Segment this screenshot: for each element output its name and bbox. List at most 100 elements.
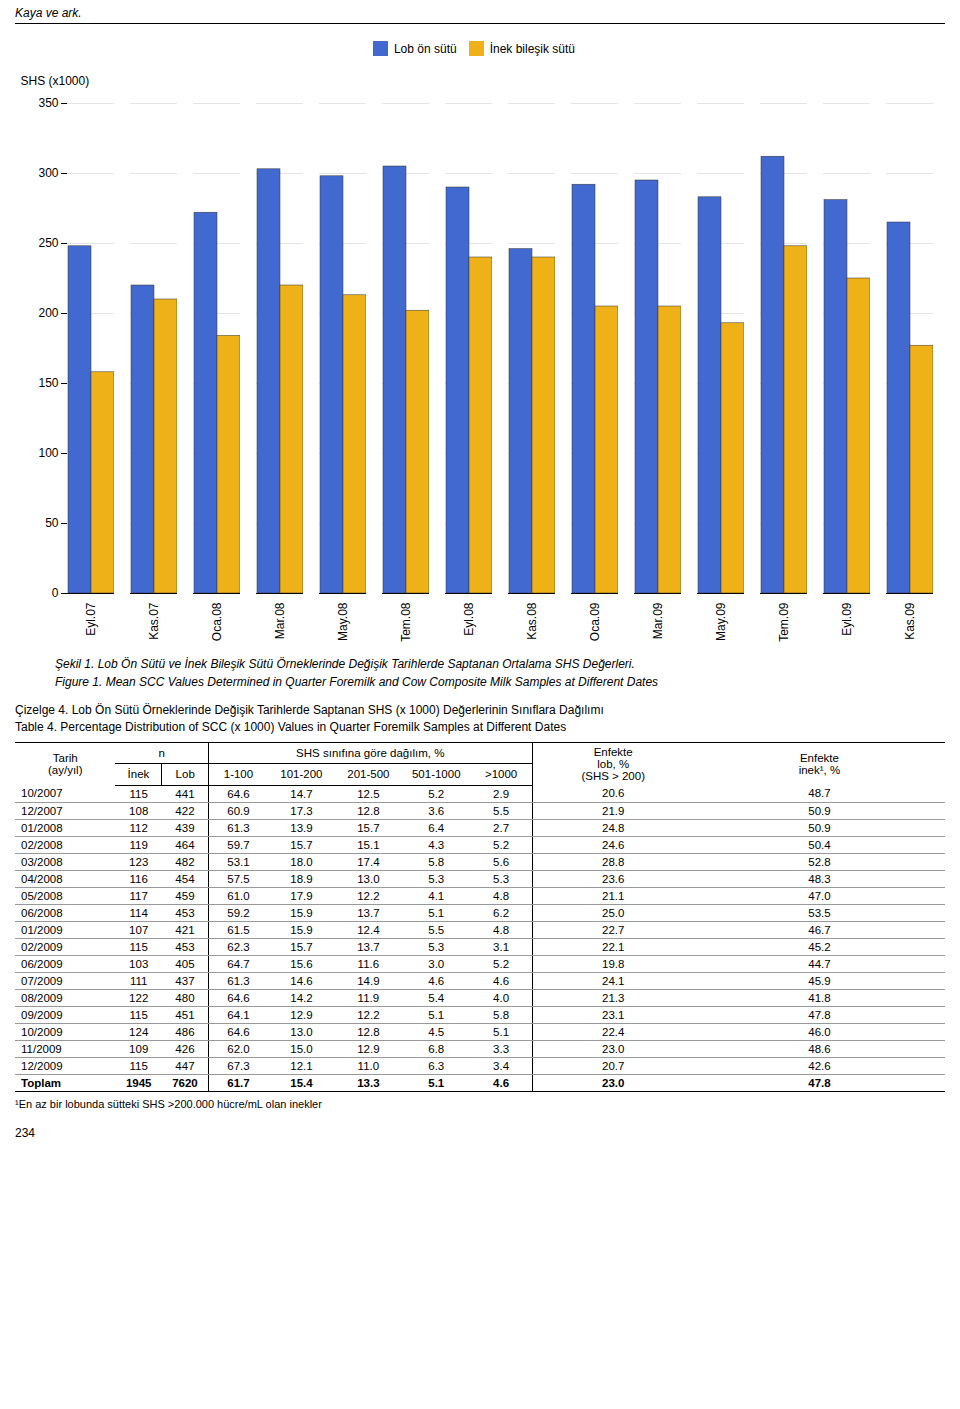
html-text:60.9: 60.9 [227,804,250,817]
html-text:12/2007: 12/2007 [21,804,63,817]
svg-text:SHS (x1000): SHS (x1000) [21,74,90,88]
svg-text:Tem.09: Tem.09 [777,602,791,642]
svg-text:Kas.09: Kas.09 [903,602,917,640]
html-text:50.4: 50.4 [808,838,831,851]
html-text:116: 116 [129,872,148,885]
html-text:24.8: 24.8 [602,821,625,834]
svg-text:Eyl.08: Eyl.08 [462,602,476,636]
html-text:5.5: 5.5 [493,804,510,817]
html-text:101-200: 101-200 [280,768,323,781]
html-text:53.1: 53.1 [227,855,250,868]
html-text:5.3: 5.3 [428,872,445,885]
html-text:15.7: 15.7 [357,821,380,834]
svg-text:May.09: May.09 [714,602,728,641]
html-text:464: 464 [175,838,195,851]
svg-text:May.08: May.08 [336,602,350,641]
svg-text:300: 300 [38,166,58,180]
html-text:5.3: 5.3 [493,872,510,885]
html-text:02/2008: 02/2008 [21,838,63,851]
html-text:115: 115 [129,787,148,800]
html-text:15.7: 15.7 [290,838,313,851]
html-text:Table 4. Percentage Distributi: Table 4. Percentage Distribution of SCC … [15,720,567,734]
html-text:İnek bileşik sütü: İnek bileşik sütü [489,41,575,56]
html-text:24.6: 24.6 [602,838,625,851]
html-text:482: 482 [175,855,195,868]
html-text:İnek: İnek [127,768,150,781]
html-text:123: 123 [129,855,149,868]
html-text:13.0: 13.0 [357,872,380,885]
svg-text:Kas.07: Kas.07 [147,602,161,640]
html-text:18.0: 18.0 [290,855,313,868]
html-text:50.9: 50.9 [808,804,831,817]
html-text:12.5: 12.5 [357,787,380,800]
html-text:10/2007: 10/2007 [21,787,63,800]
html-text:21.9: 21.9 [602,804,625,817]
html-text:Çizelge 4. Lob Ön Sütü Örnekle: Çizelge 4. Lob Ön Sütü Örneklerinde Deği… [15,703,604,717]
svg-text:150: 150 [38,376,58,390]
html-text:59.7: 59.7 [227,838,250,851]
html-text:Lob ön sütü: Lob ön sütü [393,41,457,56]
html-text:03/2008: 03/2008 [21,855,63,868]
html-text:454: 454 [175,872,195,885]
html-text:3.6: 3.6 [428,804,445,817]
html-text:17.3: 17.3 [290,804,313,817]
html-text:5.6: 5.6 [493,855,510,868]
html-text:Figure 1. Mean SCC Values Dete: Figure 1. Mean SCC Values Determined in … [55,675,659,689]
html-text:SHS sınıfına göre dağılım, %: SHS sınıfına göre dağılım, % [296,747,445,760]
svg-text:200: 200 [38,306,58,320]
svg-text:Eyl.09: Eyl.09 [840,602,854,636]
html-text:201-500: 201-500 [347,768,390,781]
html-text:04/2008: 04/2008 [21,872,63,885]
svg-text:Oca.09: Oca.09 [588,602,602,641]
html-text:Lob: Lob [175,768,195,781]
html-text:5.8: 5.8 [428,855,445,868]
html-text:Kaya ve ark.: Kaya ve ark. [15,6,82,20]
html-text:4.3: 4.3 [428,838,445,851]
html-text:01/2008: 01/2008 [21,821,63,834]
svg-text:Oca.08: Oca.08 [210,602,224,641]
html-text:Şekil 1. Lob Ön Sütü ve İnek B: Şekil 1. Lob Ön Sütü ve İnek Bileşik Süt… [55,657,635,671]
svg-text:Mar.08: Mar.08 [273,602,287,639]
html-text:64.6: 64.6 [227,787,250,800]
html-text:439: 439 [175,821,195,834]
html-text:48.7: 48.7 [808,787,831,800]
html-text:14.7: 14.7 [290,787,313,800]
html-text:57.5: 57.5 [227,872,250,885]
html-text:18.9: 18.9 [290,872,313,885]
html-text:2.7: 2.7 [493,821,510,834]
svg-text:100: 100 [38,446,58,460]
svg-text:Mar.09: Mar.09 [651,602,665,639]
html-text:108: 108 [129,804,149,817]
html-text:112: 112 [129,821,148,834]
html-text:61.3: 61.3 [227,821,250,834]
html-text:119: 119 [129,838,148,851]
html-text:234: 234 [15,1125,35,1140]
html-text:13.9: 13.9 [290,821,313,834]
svg-text:50: 50 [45,516,59,530]
html-text:Enfekte lob, % (SHS > 200): Enfekte lob, % (SHS > 200) [581,746,645,782]
svg-text:Tem.08: Tem.08 [399,602,413,642]
svg-text:0: 0 [52,586,59,600]
html-text:50.9: 50.9 [808,821,831,834]
svg-text:Eyl.07: Eyl.07 [84,602,98,636]
html-text:12.8: 12.8 [357,804,380,817]
html-text:28.8: 28.8 [602,855,625,868]
html-text:5.2: 5.2 [493,838,510,851]
html-text:17.4: 17.4 [357,855,380,868]
svg-text:Kas.08: Kas.08 [525,602,539,640]
html-text:6.4: 6.4 [428,821,445,834]
html-text:441: 441 [175,787,195,800]
html-text:Tarih (ay/yıl): Tarih (ay/yıl) [48,752,83,776]
html-text:15.1: 15.1 [357,838,380,851]
svg-text:250: 250 [38,236,58,250]
html-text:5.2: 5.2 [428,787,445,800]
svg-text:350: 350 [38,96,58,110]
html-text:422: 422 [175,804,195,817]
html-text:2.9: 2.9 [493,787,510,800]
html-text:20.6: 20.6 [602,787,625,800]
html-text:1-100: 1-100 [223,768,254,781]
html-text:52.8: 52.8 [808,855,831,868]
html-text:>1000: >1000 [485,768,518,781]
html-text:Enfekte inek¹, %: Enfekte inek¹, % [798,752,841,776]
html-text:501-1000: 501-1000 [412,768,461,781]
